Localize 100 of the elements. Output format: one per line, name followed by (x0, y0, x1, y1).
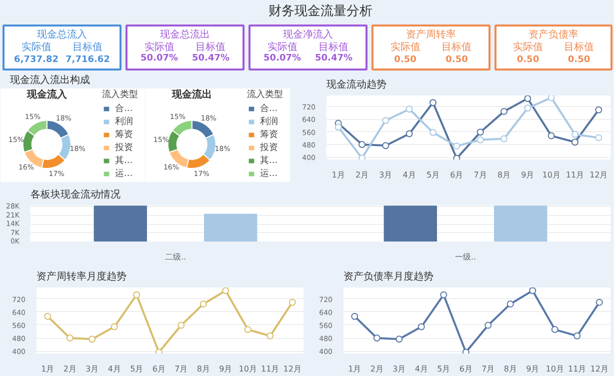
text: 目标值 (442, 41, 472, 53)
chart-title: 现金流出 (170, 88, 212, 101)
text: 目标值 (196, 41, 226, 53)
text: 0.50 (394, 55, 416, 65)
x-tick-label: 2月 (355, 170, 369, 180)
x-tick-label: 10月 (546, 364, 564, 374)
x-tick-label: 6月 (450, 170, 464, 180)
point (396, 336, 403, 343)
text: 实际值 (512, 41, 543, 53)
x-tick-label: 8月 (196, 364, 210, 374)
point (574, 332, 581, 340)
x-tick-label: 二级.. (164, 252, 186, 262)
legend-label: 运... (115, 168, 134, 180)
point (44, 312, 52, 320)
point (572, 130, 578, 138)
legend-title: 流入类型 (102, 88, 139, 101)
point (178, 322, 185, 329)
x-tick-label: 4月 (108, 364, 121, 374)
point (476, 136, 484, 144)
legend-label: 投资 (115, 142, 134, 154)
text: 目标值 (318, 41, 349, 53)
legend-label: 运... (260, 168, 279, 180)
x-tick-label: 11月 (566, 170, 584, 180)
x-tick-label: 9月 (219, 364, 232, 374)
point (430, 99, 436, 106)
point (222, 288, 230, 294)
text: 实际值 (267, 41, 298, 53)
chart-title: 资产负债率月度趋势 (344, 270, 434, 282)
text: 现金总流出 (160, 28, 210, 41)
chart-title: 资产周转率月度趋势 (36, 270, 126, 282)
point (88, 336, 96, 343)
point (244, 326, 252, 334)
point (440, 291, 448, 298)
x-tick-label: 3月 (86, 364, 99, 374)
x-tick-label: 11月 (568, 364, 586, 374)
point (453, 142, 460, 150)
point (524, 96, 532, 102)
x-tick-label: 7月 (482, 364, 495, 374)
x-tick-label: 9月 (526, 364, 540, 374)
legend-label: 利润 (115, 116, 134, 128)
x-tick-label: 1月 (332, 170, 345, 180)
point (529, 288, 536, 294)
x-tick-label: 4月 (414, 364, 428, 374)
point (500, 108, 508, 115)
point (418, 323, 425, 330)
text: 50.47% (314, 54, 352, 64)
point (66, 334, 74, 342)
x-tick-label: 6月 (152, 364, 166, 374)
text: 目标值 (564, 41, 594, 53)
x-tick-label: 4月 (402, 170, 416, 180)
text: 50.47% (192, 54, 230, 64)
point (551, 326, 558, 334)
text: 50.07% (264, 54, 302, 64)
text: 0.50 (568, 55, 590, 65)
point (484, 322, 492, 329)
x-tick-label: 8月 (504, 364, 517, 374)
point (506, 300, 514, 308)
point (288, 298, 296, 306)
point (572, 138, 578, 146)
x-tick-label: 7月 (474, 170, 487, 180)
text: 资产周转率 (406, 28, 456, 41)
text: 资产负债率 (528, 28, 578, 41)
point (373, 334, 380, 342)
text: 目标值 (72, 41, 103, 53)
point (382, 116, 390, 124)
point (595, 134, 602, 142)
text: 现金净流入 (283, 28, 333, 41)
text: 实际值 (21, 41, 52, 53)
point (334, 124, 342, 131)
x-tick-label: 一级.. (454, 252, 476, 262)
chart-title: 现金流动趋势 (326, 78, 386, 90)
point (595, 106, 602, 114)
point (548, 96, 555, 102)
x-tick-label: 3月 (392, 364, 406, 374)
legend-label: 利润 (260, 116, 279, 128)
point (351, 312, 358, 320)
legend-label: 合... (115, 102, 134, 115)
point (358, 154, 366, 160)
point (382, 142, 390, 150)
x-tick-label: 10月 (542, 170, 560, 180)
point (524, 104, 532, 112)
point (596, 298, 603, 306)
x-tick-label: 10月 (238, 364, 257, 374)
legend-label: 其... (115, 154, 134, 167)
legend-label: 投资 (260, 142, 279, 154)
legend-title: 流入类型 (247, 88, 284, 101)
legend-label: 其... (260, 154, 279, 167)
x-tick-label: 5月 (130, 364, 144, 374)
x-tick-label: 5月 (437, 364, 450, 374)
chart-title: 现金流入 (26, 88, 68, 101)
x-tick-label: 1月 (41, 364, 54, 374)
legend-label: 筹资 (115, 128, 134, 141)
text: 0.50 (516, 55, 540, 65)
point (500, 135, 508, 142)
x-tick-label: 2月 (63, 364, 76, 374)
legend-label: 合... (260, 102, 279, 115)
point (358, 140, 366, 148)
x-tick-label: 2月 (370, 364, 384, 374)
x-tick-label: 12月 (590, 364, 608, 374)
x-tick-label: 12月 (283, 364, 302, 374)
